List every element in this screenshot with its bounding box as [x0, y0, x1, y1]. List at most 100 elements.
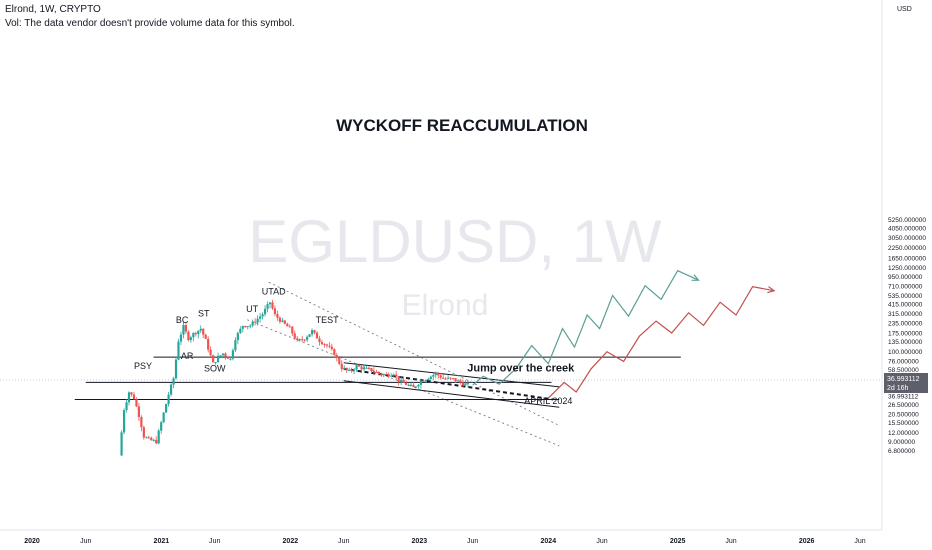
candle-body — [177, 341, 180, 360]
candle-body — [298, 339, 301, 341]
price-tick-label: 135.000000 — [888, 339, 923, 346]
candle-body — [310, 330, 314, 335]
candle-body — [291, 326, 294, 334]
price-tick-label: 950.000000 — [888, 274, 923, 281]
last-price-countdown: 2d 16h — [887, 385, 909, 392]
candle-body — [273, 308, 277, 315]
candle-body — [335, 355, 338, 358]
candle-body — [429, 376, 432, 379]
candle-body — [451, 378, 455, 380]
projection-layer — [472, 269, 776, 399]
candle-body — [125, 402, 128, 411]
candle-body — [303, 339, 306, 341]
candle-body — [145, 437, 148, 439]
candle-body — [254, 321, 257, 323]
candle-body — [377, 371, 380, 374]
trend-line-solid — [343, 362, 560, 388]
candle-body — [365, 367, 368, 369]
candle-body — [271, 302, 274, 309]
candle-body — [169, 384, 173, 395]
candle-body — [402, 379, 405, 383]
candle-body — [130, 392, 133, 395]
time-axis[interactable]: 2020 Jun 2021 Jun 2022 Jun 2023 Jun 2024 Jun 2025 J… — [0, 529, 882, 545]
candle-body — [375, 371, 378, 373]
price-tick-label: 175.000000 — [888, 331, 923, 338]
candle-body — [194, 333, 197, 335]
candle-body — [439, 375, 442, 378]
candle-body — [372, 370, 376, 372]
candle-body — [160, 422, 163, 431]
candle-body — [414, 386, 418, 388]
candle-body — [244, 325, 247, 328]
candle-body — [340, 363, 343, 370]
candle-body — [395, 374, 398, 377]
candle-body — [249, 325, 252, 327]
candle-body — [412, 384, 415, 388]
candle-body — [301, 339, 304, 341]
price-tick-label: 2250.000000 — [888, 245, 926, 252]
candle-body — [278, 317, 282, 322]
annotation-label: AR — [181, 351, 194, 361]
time-tick-label: Jun — [80, 538, 91, 545]
candle-body — [461, 382, 465, 386]
candle-body — [261, 314, 264, 317]
price-tick-label: 58.500000 — [888, 367, 919, 374]
candle-body — [417, 384, 420, 387]
price-tick-label: 36.993112 — [888, 394, 919, 401]
time-tick-label: 2022 — [283, 538, 299, 545]
candle-body — [454, 378, 457, 382]
candle-body — [140, 416, 143, 428]
candle-body — [350, 369, 353, 371]
candle-body — [392, 374, 395, 376]
candle-body — [320, 341, 324, 345]
time-tick-label: Jun — [596, 538, 607, 545]
price-tick-label: 315.000000 — [888, 311, 923, 318]
candle-body — [122, 410, 126, 433]
watermark-ticker: EGLDUSD, 1W — [248, 208, 662, 275]
candle-body — [442, 377, 445, 379]
candle-body — [276, 314, 279, 318]
annotation-label: UTAD — [262, 287, 286, 297]
price-tick-label: 3050.000000 — [888, 235, 926, 242]
candles-layer — [120, 299, 470, 456]
candle-body — [437, 372, 440, 376]
candle-body — [207, 338, 210, 350]
price-tick-label: 9.000000 — [888, 439, 915, 446]
candle-body — [132, 394, 136, 400]
candle-body — [187, 331, 190, 341]
candle-body — [318, 338, 321, 342]
price-tick-label: 5250.000000 — [888, 217, 926, 224]
candle-body — [432, 375, 435, 377]
annotation-label: BC — [176, 315, 189, 325]
annotations-layer: PSY BC AR ST SOW UT UTAD TEST Jump over the cree… — [134, 287, 575, 406]
candle-body — [409, 384, 413, 386]
time-tick-label: 2020 — [24, 538, 40, 545]
candle-body — [268, 302, 272, 305]
candle-body — [251, 321, 254, 326]
candle-body — [464, 383, 467, 386]
volume-note: Vol: The data vendor doesn't provide vol… — [5, 18, 295, 29]
price-tick-label: 20.500000 — [888, 412, 919, 419]
trend-line-dotted — [247, 319, 560, 447]
annotation-label: SOW — [204, 364, 226, 374]
candle-body — [296, 338, 299, 341]
price-tick-label: 415.000000 — [888, 302, 923, 309]
candle-body — [236, 332, 239, 341]
candle-body — [172, 378, 175, 385]
price-tick-label: 235.000000 — [888, 321, 923, 328]
price-tick-label: 12.000000 — [888, 430, 919, 437]
annotation-label: Jump over the creek — [467, 363, 575, 375]
trend-line-dotted — [268, 281, 560, 426]
candle-body — [241, 325, 244, 329]
candle-body — [330, 346, 333, 350]
annotation-label: APRIL 2024 — [524, 396, 572, 406]
candle-body — [328, 345, 331, 347]
candle-body — [137, 406, 141, 417]
candle-body — [459, 380, 462, 383]
candle-body — [162, 412, 165, 423]
candle-body — [286, 323, 289, 327]
last-price-value: 36.993112 — [887, 376, 920, 383]
